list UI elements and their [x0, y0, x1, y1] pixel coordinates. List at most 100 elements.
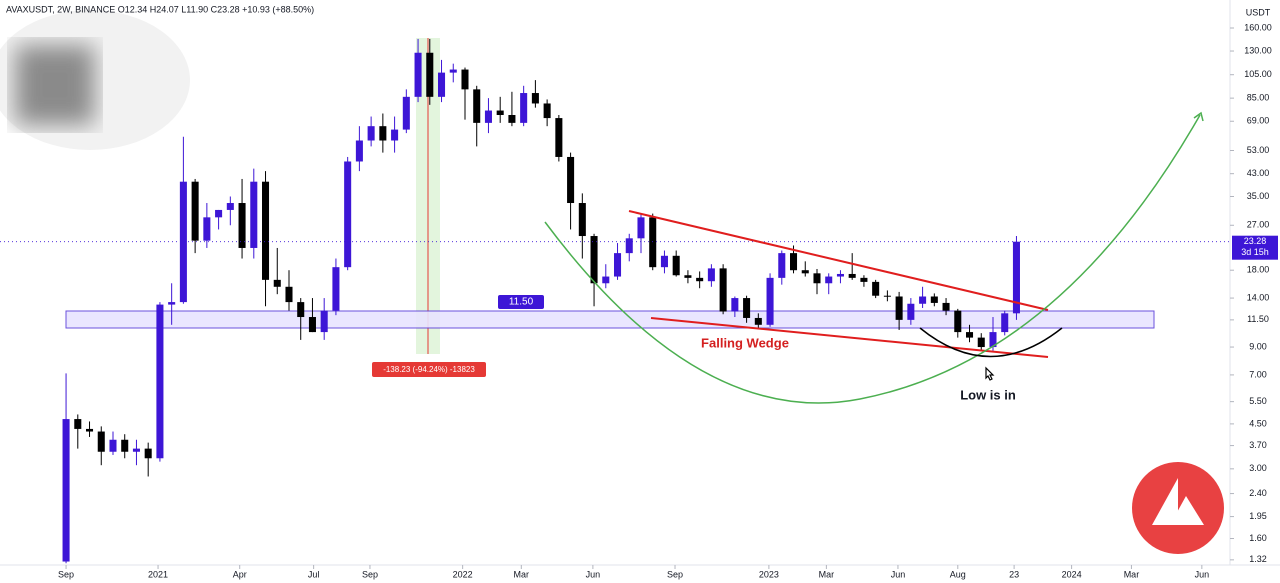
candle-body — [825, 276, 833, 284]
y-tick-label: 9.00 — [1249, 341, 1267, 351]
candle-body — [531, 93, 539, 104]
y-tick-label: 27.00 — [1247, 220, 1270, 230]
candle-body — [719, 268, 727, 312]
candle-body — [168, 302, 176, 305]
candle-body — [660, 255, 668, 268]
x-tick-label: Sep — [362, 569, 378, 579]
chart-title: AVAXUSDT, 2W, BINANCE O12.34 H24.07 L11.… — [6, 4, 314, 14]
candle-body — [367, 126, 375, 141]
x-tick-label: Sep — [667, 569, 683, 579]
candle-body — [942, 302, 950, 311]
x-tick-label: Mar — [1124, 569, 1140, 579]
zone-label: 11.50 — [509, 297, 534, 308]
candle-body — [883, 295, 891, 297]
x-tick-label: Jun — [1195, 569, 1210, 579]
y-tick-label: 35.00 — [1247, 191, 1270, 201]
candle-body — [602, 276, 610, 284]
note-label: Low is in — [960, 387, 1016, 402]
candle-body — [203, 217, 211, 241]
candle-body — [743, 298, 751, 318]
candle-body — [473, 89, 481, 123]
y-tick-label: 1.95 — [1249, 511, 1267, 521]
candle-body — [590, 236, 598, 284]
countdown-label: 3d 15h — [1241, 247, 1269, 257]
candle-body — [402, 96, 410, 130]
y-tick-label: 3.00 — [1249, 463, 1267, 473]
candle-body — [297, 302, 305, 318]
candle-body — [919, 296, 927, 304]
candle-body — [496, 110, 504, 116]
y-tick-label: 105.00 — [1244, 69, 1272, 79]
candle-body — [731, 298, 739, 312]
candle-body — [62, 419, 70, 562]
candle-body — [86, 428, 94, 432]
candle-body — [355, 140, 363, 162]
y-tick-label: 69.00 — [1247, 116, 1270, 126]
candle-body — [836, 273, 844, 277]
candle-body — [790, 253, 798, 271]
candle-body — [379, 126, 387, 141]
candle-body — [520, 93, 528, 123]
curve-arrow — [1193, 111, 1204, 122]
y-tick-label: 1.32 — [1249, 554, 1267, 564]
x-tick-label: Aug — [950, 569, 966, 579]
candle-body — [414, 52, 422, 97]
x-tick-label: 2024 — [1062, 569, 1082, 579]
cup-curve — [544, 114, 1201, 404]
candle-body — [273, 279, 281, 287]
candle-body — [813, 273, 821, 284]
candle-body — [74, 419, 82, 429]
candle-body — [144, 448, 152, 459]
candle-body — [320, 310, 328, 333]
candle-body — [285, 286, 293, 303]
candle-body — [332, 267, 340, 311]
candle-body — [426, 52, 434, 97]
candle-body — [567, 156, 575, 204]
candle-body — [438, 72, 446, 97]
last-price-label: 23.28 — [1244, 236, 1267, 246]
candle-body — [132, 448, 140, 452]
x-tick-label: Apr — [233, 569, 247, 579]
candle-body — [262, 181, 270, 280]
candle-body — [977, 337, 985, 348]
x-tick-label: Mar — [514, 569, 530, 579]
candle-body — [954, 310, 962, 333]
axes: 160.00 130.00 105.00 85.00 69.00 53.00 43.00 35… — [58, 22, 1278, 579]
measure-label-box — [372, 362, 486, 377]
candle-body — [930, 296, 938, 303]
x-tick-label: Jun — [586, 569, 601, 579]
candle-body — [449, 69, 457, 73]
currency-label: USDT — [1246, 7, 1271, 17]
candle-body — [391, 129, 399, 141]
candle-body — [696, 277, 704, 282]
candle-body — [754, 317, 762, 325]
logo-mark — [1152, 478, 1204, 525]
candle-body — [179, 181, 187, 303]
measure-label: -138.23 (-94.24%) -13823 — [383, 365, 475, 374]
blurred-avatar — [15, 45, 95, 125]
candle-body — [215, 209, 223, 218]
bottom-arc — [919, 327, 1063, 358]
y-tick-label: 53.00 — [1247, 145, 1270, 155]
candle-body — [344, 161, 352, 268]
wedge-lower — [650, 317, 1049, 358]
x-tick-label: Sep — [58, 569, 74, 579]
y-tick-label: 14.00 — [1247, 292, 1270, 302]
candle-body — [707, 268, 715, 282]
x-tick-label: 23 — [1009, 569, 1019, 579]
pattern-label: Falling Wedge — [701, 335, 789, 350]
candle-body — [543, 103, 551, 119]
candle-body — [238, 203, 246, 248]
y-tick-label: 18.00 — [1247, 265, 1270, 275]
y-tick-label: 43.00 — [1247, 168, 1270, 178]
candle-body — [461, 69, 469, 90]
candle-body — [778, 253, 786, 278]
x-tick-label: 2022 — [453, 569, 473, 579]
candle-body — [966, 332, 974, 338]
y-tick-label: 5.50 — [1249, 396, 1267, 406]
candle-body — [226, 203, 234, 210]
candle-body — [989, 332, 997, 348]
y-tick-label: 7.00 — [1249, 369, 1267, 379]
y-tick-label: 130.00 — [1244, 45, 1272, 55]
